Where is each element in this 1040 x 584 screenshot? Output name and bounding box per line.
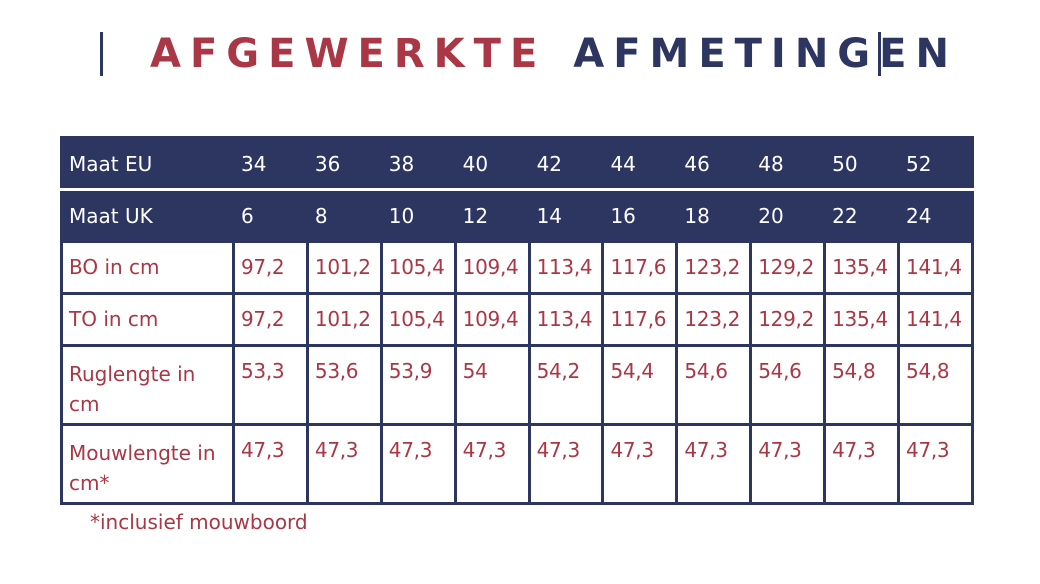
table-cell: 54,4 xyxy=(601,344,679,426)
table-cell: 24 xyxy=(897,188,974,243)
title-right-bar xyxy=(878,32,881,76)
table-cell: 47,3 xyxy=(232,423,309,505)
table-cell: 141,4 xyxy=(897,240,974,295)
table-cell: 105,4 xyxy=(379,292,457,347)
title-banner: AFGEWERKTE AFMETINGEN xyxy=(98,28,949,80)
table-cell: 18 xyxy=(675,188,753,243)
row-label: Maat UK xyxy=(60,188,235,243)
table-cell: 46 xyxy=(675,136,753,191)
table-cell: 141,4 xyxy=(897,292,974,347)
table-cell: 54,8 xyxy=(823,344,901,426)
table-cell: 54,2 xyxy=(527,344,605,426)
row-label: TO in cm xyxy=(60,292,235,347)
table-cell: 109,4 xyxy=(453,292,531,347)
row-mouwlengte: Mouwlengte in cm* 47,3 47,3 47,3 47,3 47,3 47,… xyxy=(60,423,974,505)
table-cell: 34 xyxy=(232,136,309,191)
page-title: AFGEWERKTE AFMETINGEN xyxy=(150,28,949,80)
table-cell: 101,2 xyxy=(305,292,383,347)
table-cell: 47,3 xyxy=(379,423,457,505)
table-cell: 36 xyxy=(305,136,383,191)
table-cell: 123,2 xyxy=(675,292,753,347)
table-cell: 47,3 xyxy=(675,423,753,505)
row-ruglengte: Ruglengte in cm 53,3 53,6 53,9 54 54,2 54,4 54,… xyxy=(60,344,974,426)
table-cell: 54 xyxy=(453,344,531,426)
row-maat-uk: Maat UK 6 8 10 12 14 16 18 20 22 24 xyxy=(60,188,974,243)
table-cell: 53,6 xyxy=(305,344,383,426)
table-cell: 53,3 xyxy=(232,344,309,426)
table-cell: 20 xyxy=(749,188,827,243)
table-cell: 123,2 xyxy=(675,240,753,295)
table-cell: 97,2 xyxy=(232,292,309,347)
row-label: Mouwlengte in cm* xyxy=(60,423,235,505)
table-cell: 47,3 xyxy=(749,423,827,505)
title-word-2: AFMETINGEN xyxy=(573,31,958,77)
table-cell: 48 xyxy=(749,136,827,191)
table-cell: 54,6 xyxy=(675,344,753,426)
table-cell: 10 xyxy=(379,188,457,243)
title-word-1: AFGEWERKTE xyxy=(150,31,547,77)
table-cell: 129,2 xyxy=(749,292,827,347)
table-cell: 135,4 xyxy=(823,292,901,347)
table-cell: 22 xyxy=(823,188,901,243)
table-cell: 14 xyxy=(527,188,605,243)
footnote: *inclusief mouwboord xyxy=(90,510,308,534)
row-label: Ruglengte in cm xyxy=(60,344,235,426)
table-cell: 47,3 xyxy=(305,423,383,505)
table-cell: 109,4 xyxy=(453,240,531,295)
table-cell: 117,6 xyxy=(601,292,679,347)
table-cell: 47,3 xyxy=(897,423,974,505)
table-cell: 101,2 xyxy=(305,240,383,295)
table-cell: 42 xyxy=(527,136,605,191)
table-cell: 16 xyxy=(601,188,679,243)
table-cell: 113,4 xyxy=(527,240,605,295)
size-table: Maat EU 34 36 38 40 42 44 46 48 50 52 Maat UK 6 8 10 12… xyxy=(60,136,974,505)
row-bo: BO in cm 97,2 101,2 105,4 109,4 113,4 117,6 123… xyxy=(60,240,974,295)
table-cell: 6 xyxy=(232,188,309,243)
table-cell: 105,4 xyxy=(379,240,457,295)
row-to: TO in cm 97,2 101,2 105,4 109,4 113,4 117,6 123… xyxy=(60,292,974,347)
table-cell: 97,2 xyxy=(232,240,309,295)
table-cell: 12 xyxy=(453,188,531,243)
table-cell: 47,3 xyxy=(601,423,679,505)
table-cell: 52 xyxy=(897,136,974,191)
row-label: Maat EU xyxy=(60,136,235,191)
table-cell: 50 xyxy=(823,136,901,191)
table-cell: 54,6 xyxy=(749,344,827,426)
table-cell: 117,6 xyxy=(601,240,679,295)
table-cell: 38 xyxy=(379,136,457,191)
table-cell: 47,3 xyxy=(823,423,901,505)
table-cell: 8 xyxy=(305,188,383,243)
table-cell: 54,8 xyxy=(897,344,974,426)
table-cell: 129,2 xyxy=(749,240,827,295)
row-label: BO in cm xyxy=(60,240,235,295)
table-cell: 53,9 xyxy=(379,344,457,426)
row-maat-eu: Maat EU 34 36 38 40 42 44 46 48 50 52 xyxy=(60,136,974,191)
table-cell: 44 xyxy=(601,136,679,191)
table-cell: 47,3 xyxy=(527,423,605,505)
title-left-bar xyxy=(100,32,103,76)
table-cell: 135,4 xyxy=(823,240,901,295)
table-cell: 47,3 xyxy=(453,423,531,505)
table-cell: 40 xyxy=(453,136,531,191)
table-cell: 113,4 xyxy=(527,292,605,347)
